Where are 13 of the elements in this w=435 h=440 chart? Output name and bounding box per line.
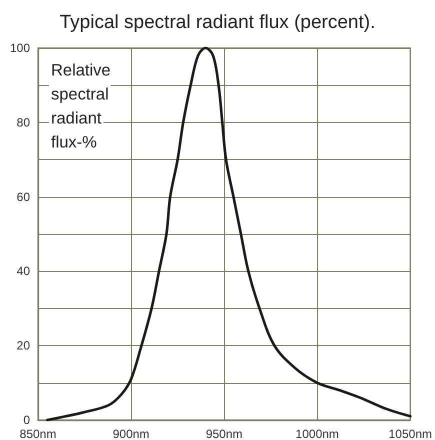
- chart-title: Typical spectral radiant flux (percent).: [60, 12, 376, 33]
- x-tick-label: 850nm: [20, 427, 56, 440]
- y-tick-label: 100: [10, 41, 30, 55]
- y-tick-label: 80: [16, 115, 30, 130]
- x-tick-label: 1000nm: [296, 427, 339, 440]
- y-tick-label: 40: [16, 264, 30, 278]
- y-tick-label: 0: [23, 413, 30, 427]
- x-tick-label: 1050nm: [388, 427, 432, 440]
- x-tick-label: 950nm: [206, 427, 243, 440]
- y-tick-label: 60: [16, 190, 30, 204]
- x-tick-label: 900nm: [112, 427, 150, 440]
- y-axis-title: Relative spectral radiant flux-%: [51, 62, 111, 152]
- y-tick-label: 20: [16, 338, 30, 353]
